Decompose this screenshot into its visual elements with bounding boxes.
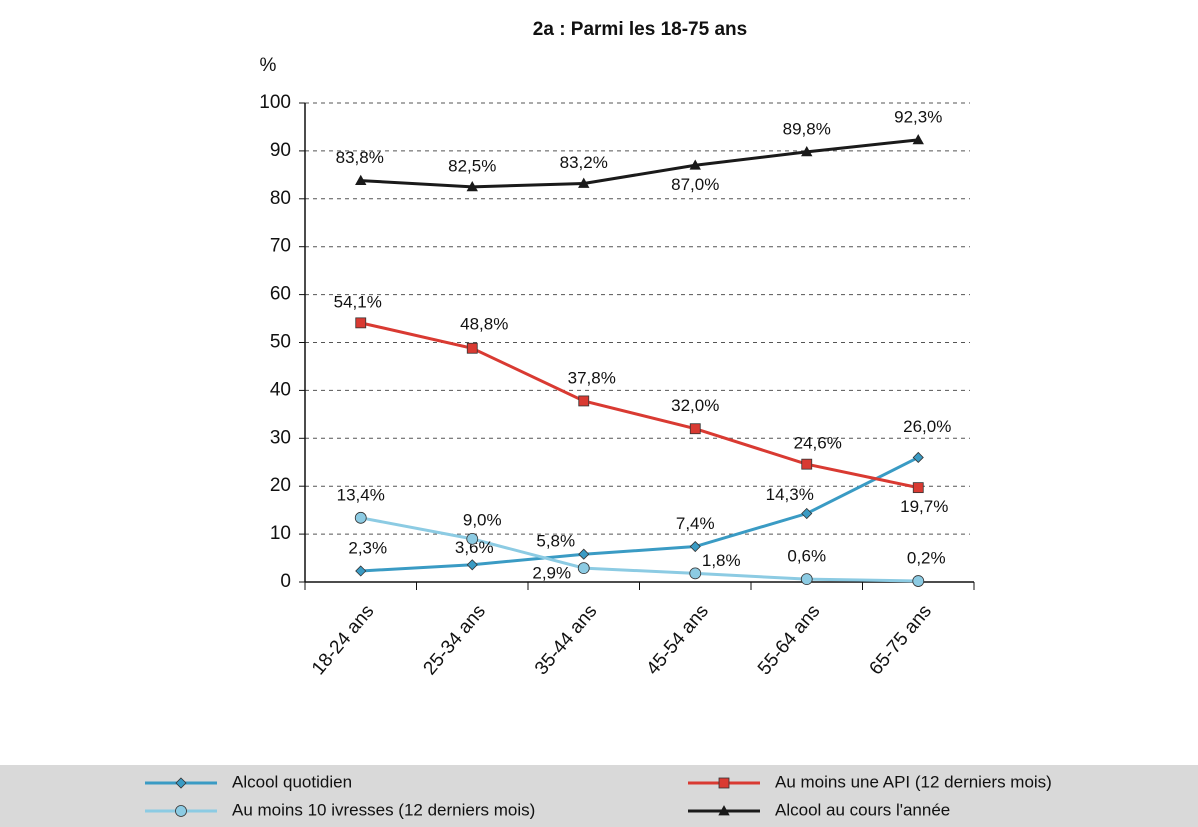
data-point — [355, 317, 367, 329]
series-line — [360, 321, 919, 490]
data-label: 14,3% — [766, 485, 814, 504]
data-label: 2,9% — [532, 564, 571, 583]
y-tick-label: 20 — [270, 475, 291, 496]
data-label: 32,0% — [671, 396, 719, 415]
y-tick-label: 40 — [270, 379, 291, 400]
data-label: 3,6% — [455, 538, 494, 557]
data-label: 26,0% — [903, 417, 951, 436]
data-point — [801, 146, 813, 157]
y-tick-label: 70 — [270, 236, 291, 257]
x-tick-label: 35-44 ans — [531, 601, 601, 679]
data-label: 13,4% — [337, 485, 385, 504]
legend-label: Alcool quotidien — [232, 772, 352, 791]
y-unit: % — [260, 55, 277, 76]
y-tick-label: 90 — [270, 140, 291, 161]
legend-label: Alcool au cours l'année — [775, 800, 950, 819]
data-label: 83,2% — [560, 153, 608, 172]
series-line — [360, 516, 919, 583]
series-line — [360, 138, 919, 189]
data-point — [689, 567, 702, 580]
y-tick-label: 60 — [270, 284, 291, 305]
data-point — [801, 458, 813, 470]
y-tick-label: 10 — [270, 523, 291, 544]
data-label: 48,8% — [460, 315, 508, 334]
x-tick-label: 55-64 ans — [754, 601, 824, 679]
data-point — [912, 482, 924, 494]
data-point — [689, 423, 701, 435]
data-point — [355, 565, 367, 577]
legend-marker — [175, 777, 187, 789]
data-point — [912, 575, 925, 587]
data-point — [466, 532, 479, 545]
legend-label: Au moins 10 ivresses (12 derniers mois) — [232, 800, 535, 819]
data-point — [689, 159, 701, 170]
y-tick-label: 80 — [270, 188, 291, 209]
data-label: 0,6% — [787, 547, 826, 566]
data-point — [354, 511, 367, 524]
data-point — [578, 548, 590, 560]
data-label: 19,7% — [900, 497, 948, 516]
data-label: 37,8% — [568, 368, 616, 387]
data-label: 2,3% — [348, 538, 387, 557]
data-label: 54,1% — [334, 292, 382, 311]
data-label: 9,0% — [463, 510, 502, 529]
x-tick-label: 65-75 ans — [866, 601, 936, 679]
x-tick-label: 18-24 ans — [308, 601, 378, 679]
data-label: 24,6% — [794, 434, 842, 453]
y-tick-label: 100 — [259, 92, 291, 113]
y-tick-label: 50 — [270, 332, 291, 353]
data-label: 82,5% — [448, 156, 496, 175]
data-point — [578, 395, 590, 407]
data-point — [912, 134, 924, 145]
data-label: 92,3% — [894, 107, 942, 126]
data-label: 5,8% — [536, 532, 575, 551]
data-label: 83,8% — [336, 148, 384, 167]
data-label: 0,2% — [907, 549, 946, 568]
y-tick-label: 30 — [270, 427, 291, 448]
legend-marker — [175, 805, 187, 817]
legend-marker — [718, 777, 730, 789]
data-point — [689, 540, 701, 553]
series-line — [360, 456, 919, 573]
legend-marker — [718, 805, 730, 816]
legend-background — [0, 765, 1198, 827]
legend-label: Au moins une API (12 derniers mois) — [775, 772, 1052, 791]
data-point — [912, 451, 924, 464]
data-point — [578, 177, 590, 188]
x-tick-label: 25-34 ans — [420, 601, 490, 679]
chart-title: 2a : Parmi les 18-75 ans — [533, 19, 747, 40]
data-point — [800, 573, 813, 586]
data-point — [466, 559, 478, 571]
data-point — [355, 174, 367, 185]
data-label: 7,4% — [676, 514, 715, 533]
data-label: 89,8% — [783, 119, 831, 138]
data-point — [801, 507, 813, 520]
data-label: 87,0% — [671, 175, 719, 194]
data-label: 1,8% — [702, 551, 741, 570]
x-tick-label: 45-54 ans — [643, 601, 713, 679]
data-point — [466, 342, 478, 354]
y-tick-label: 0 — [280, 571, 291, 592]
data-point — [577, 562, 590, 575]
data-point — [466, 181, 478, 192]
